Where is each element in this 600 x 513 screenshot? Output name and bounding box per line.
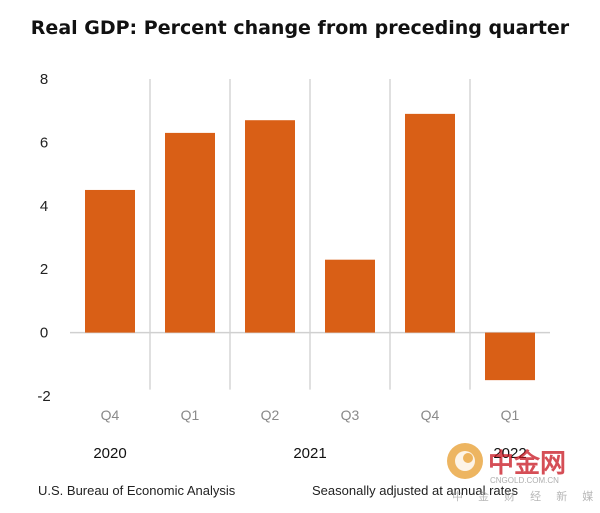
bar — [165, 132, 215, 333]
group-separators — [149, 79, 471, 390]
watermark-url: CNGOLD.COM.CN — [490, 476, 559, 485]
bar — [85, 189, 135, 333]
y-tick-label: 2 — [40, 261, 48, 278]
bar — [485, 332, 535, 381]
x-tick-label: Q4 — [421, 407, 440, 423]
bars — [85, 113, 535, 381]
year-labels: 2020 2021 2022 — [93, 445, 526, 462]
chart-title: Real GDP: Percent change from preceding … — [31, 17, 570, 39]
y-axis-ticks: -2 0 2 4 6 8 — [37, 71, 50, 405]
watermark-brand: 中金网 — [488, 448, 566, 479]
y-tick-label: 8 — [40, 71, 48, 88]
source-note: U.S. Bureau of Economic Analysis — [38, 483, 236, 498]
x-axis-ticks: Q4 Q1 Q2 Q3 Q4 Q1 — [101, 407, 520, 423]
watermark-tagline: 中 金 财 经 新 媒 体 — [452, 489, 600, 503]
seasonal-note: Seasonally adjusted at annual rates — [312, 483, 518, 498]
y-tick-label: 4 — [40, 198, 48, 215]
y-tick-label: 0 — [40, 325, 48, 342]
y-tick-label: 6 — [40, 134, 48, 151]
watermark-logo-icon — [447, 443, 483, 479]
year-label: 2020 — [93, 445, 126, 462]
bar — [325, 259, 375, 333]
x-tick-label: Q2 — [261, 407, 280, 423]
x-tick-label: Q4 — [101, 407, 120, 423]
x-tick-label: Q3 — [341, 407, 360, 423]
year-label: 2021 — [293, 445, 326, 462]
watermark: 中金网 CNGOLD.COM.CN 中 金 财 经 新 媒 体 — [447, 443, 600, 503]
bar — [245, 120, 295, 333]
year-label: 2022 — [493, 445, 526, 462]
bar — [405, 113, 455, 333]
x-tick-label: Q1 — [181, 407, 200, 423]
x-tick-label: Q1 — [501, 407, 520, 423]
y-tick-label: -2 — [37, 388, 50, 405]
